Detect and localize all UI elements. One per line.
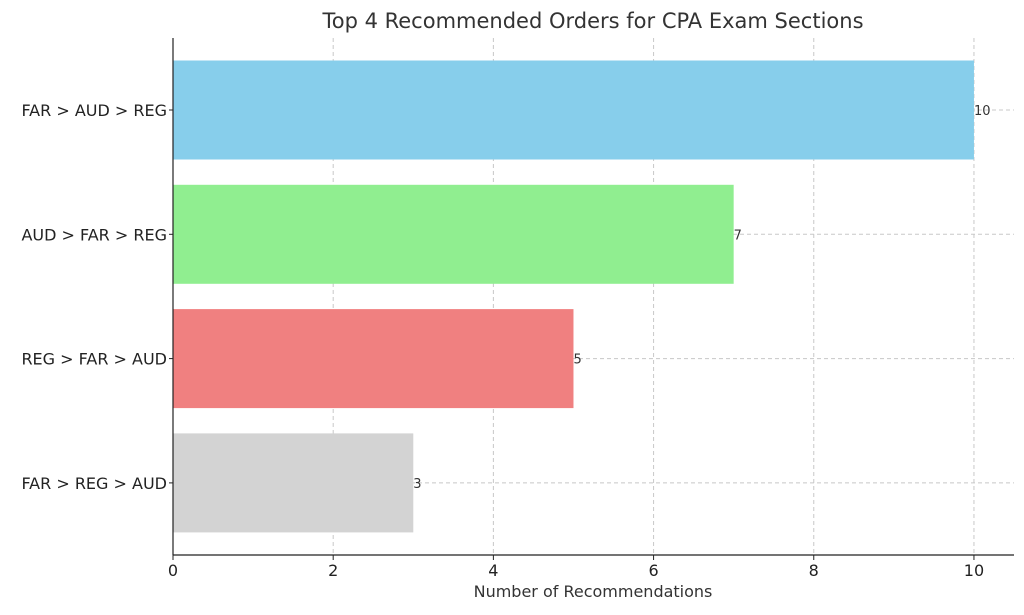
y-tick-label: AUD > FAR > REG xyxy=(21,225,167,244)
x-tick-label: 4 xyxy=(488,561,498,580)
x-tick-label: 0 xyxy=(168,561,178,580)
axes: FAR > AUD > REG AUD > FAR > REG REG > FAR … xyxy=(21,38,1014,580)
bar-value-label: 3 xyxy=(413,477,421,492)
bar xyxy=(173,60,974,160)
x-tick-label: 2 xyxy=(328,561,338,580)
bar-value-label: 7 xyxy=(734,228,742,243)
bar xyxy=(173,184,734,284)
x-tick-label: 10 xyxy=(964,561,984,580)
x-tick-label: 6 xyxy=(648,561,658,580)
x-axis-label: Number of Recommendations xyxy=(474,582,713,601)
bar-value-label: 10 xyxy=(974,104,991,119)
x-tick-label: 8 xyxy=(809,561,819,580)
bars: 10 7 5 3 xyxy=(173,60,991,533)
bar xyxy=(173,309,574,409)
bar-value-label: 5 xyxy=(573,353,581,368)
y-tick-label: REG > FAR > AUD xyxy=(21,350,167,369)
chart-title: Top 4 Recommended Orders for CPA Exam Se… xyxy=(321,9,863,33)
y-tick-label: FAR > REG > AUD xyxy=(21,474,167,493)
bar xyxy=(173,433,414,533)
y-tick-label: FAR > AUD > REG xyxy=(21,101,167,120)
